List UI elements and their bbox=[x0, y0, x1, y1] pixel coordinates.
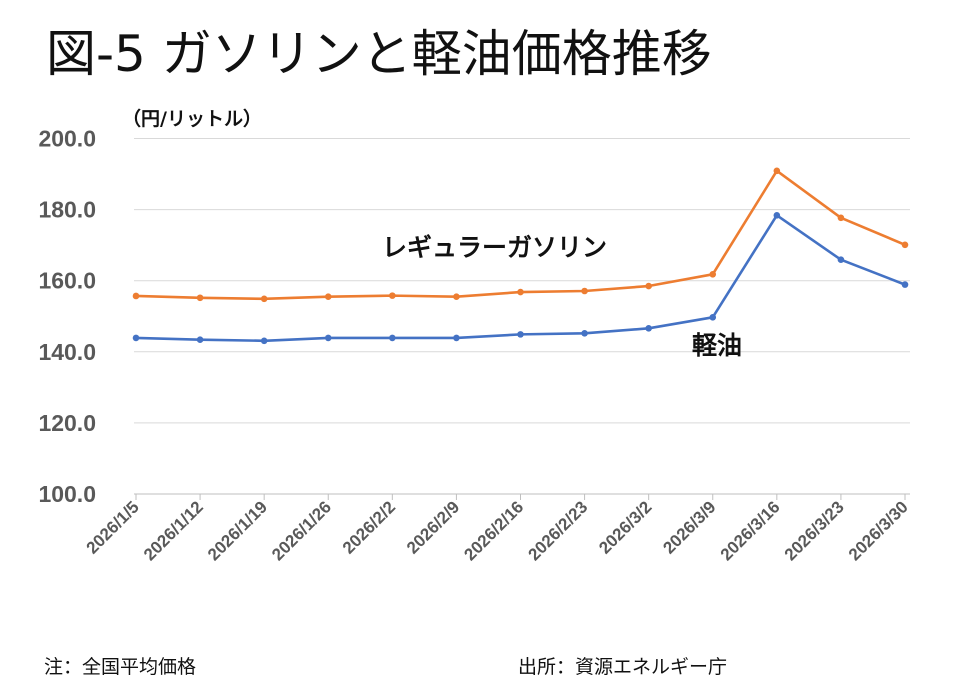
data-point bbox=[324, 334, 332, 342]
series-label-gasoline: レギュラーガソリン bbox=[382, 233, 607, 262]
data-point bbox=[837, 214, 845, 222]
y-tick-label: 100.0 bbox=[38, 481, 96, 507]
footnote: 注：全国平均価格 bbox=[44, 656, 197, 678]
data-point bbox=[581, 330, 588, 337]
data-point bbox=[517, 331, 524, 338]
data-point bbox=[453, 334, 460, 342]
y-axis-unit-label: （円/リットル） bbox=[122, 108, 262, 130]
y-tick-label: 180.0 bbox=[38, 197, 96, 223]
data-point bbox=[581, 287, 588, 295]
data-point bbox=[901, 281, 909, 288]
x-tick-label: 2026/3/9 bbox=[659, 497, 719, 557]
x-tick-label: 2026/3/2 bbox=[595, 497, 655, 557]
x-tick-label: 2026/3/30 bbox=[845, 497, 912, 564]
chart-title: 図-5 ガソリンと軽油価格推移 bbox=[46, 25, 712, 83]
series-label-diesel: 軽油 bbox=[692, 331, 742, 360]
x-tick-label: 2026/3/16 bbox=[717, 497, 784, 564]
data-point bbox=[132, 292, 140, 300]
x-tick-label: 2026/2/2 bbox=[339, 497, 399, 557]
x-tick-label: 2026/1/26 bbox=[268, 497, 335, 564]
y-tick-label: 200.0 bbox=[38, 126, 96, 152]
data-point bbox=[260, 295, 268, 303]
data-point bbox=[132, 334, 140, 342]
x-tick-label: 2026/2/16 bbox=[460, 497, 527, 564]
x-tick-label: 2026/3/23 bbox=[781, 497, 848, 564]
data-point bbox=[901, 241, 909, 249]
y-tick-label: 140.0 bbox=[38, 339, 96, 365]
data-point bbox=[389, 334, 396, 342]
data-point bbox=[196, 294, 204, 302]
x-tick-label: 2026/1/12 bbox=[140, 497, 207, 564]
data-point bbox=[645, 325, 652, 332]
data-point bbox=[709, 314, 717, 321]
x-tick-label: 2026/2/23 bbox=[524, 497, 591, 564]
data-point bbox=[260, 337, 268, 345]
data-point bbox=[324, 293, 332, 300]
data-point bbox=[517, 288, 524, 296]
data-point bbox=[196, 336, 204, 344]
data-point bbox=[453, 293, 460, 300]
data-point bbox=[709, 271, 717, 278]
y-tick-label: 120.0 bbox=[38, 410, 96, 436]
source-note: 出所：資源エネルギー庁 bbox=[518, 656, 728, 678]
y-tick-label: 160.0 bbox=[38, 268, 96, 294]
x-tick-label: 2026/1/19 bbox=[204, 497, 271, 564]
data-point bbox=[645, 282, 652, 290]
data-point bbox=[773, 211, 781, 219]
data-point bbox=[389, 292, 396, 299]
data-point bbox=[837, 256, 845, 264]
data-point bbox=[773, 167, 781, 175]
x-tick-label: 2026/2/9 bbox=[403, 497, 463, 557]
